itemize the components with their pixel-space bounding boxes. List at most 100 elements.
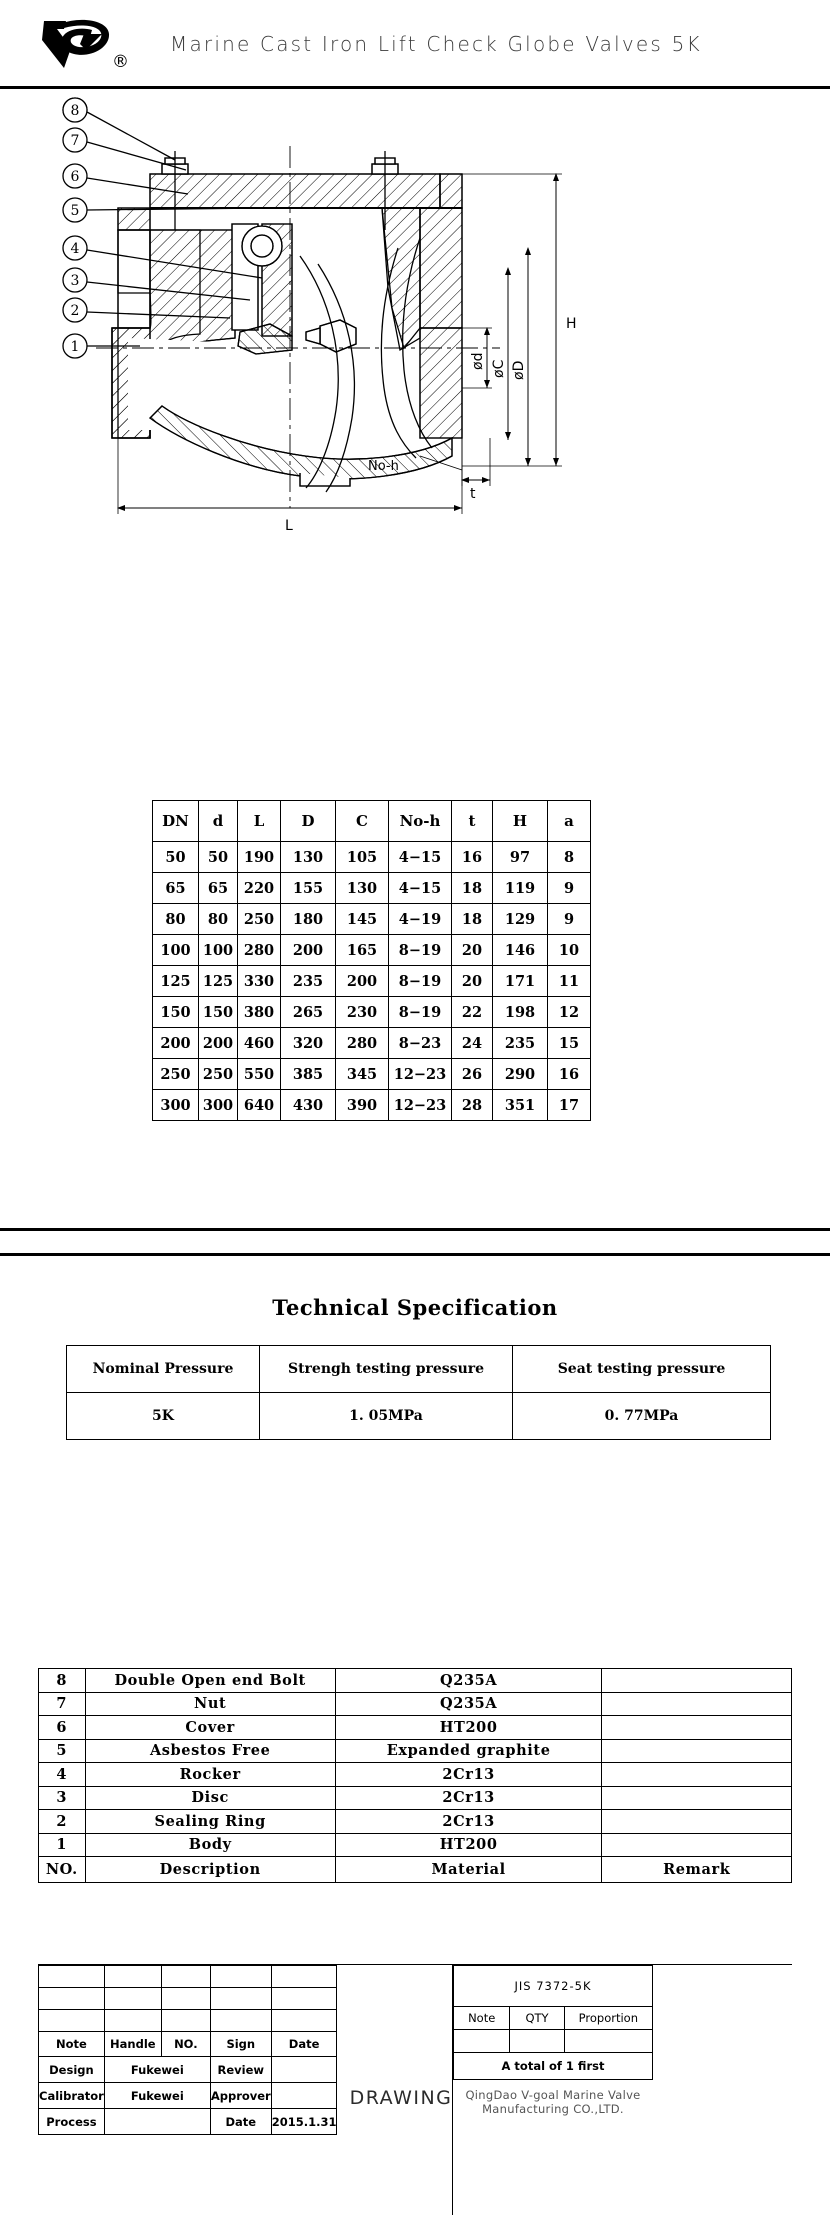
part-no: 3 [38, 1785, 86, 1810]
cell-c: 390 [335, 1089, 389, 1121]
cell-l: 250 [237, 903, 281, 935]
part-remark [601, 1832, 792, 1857]
balloon-5: 5 [71, 203, 80, 219]
table-row: 65 65 220 155 130 4−15 18 119 9 [152, 872, 591, 904]
part-no: 6 [38, 1715, 86, 1740]
right-header-qty: QTY [509, 2006, 565, 2030]
right-header-proportion: Proportion [563, 2006, 654, 2030]
col-header-material: Material [334, 1856, 603, 1883]
table-row: 8 Double Open end Bolt Q235A [38, 1668, 792, 1693]
table-row: 80 80 250 180 145 4−19 18 129 9 [152, 903, 591, 935]
col-header-remark: Remark [601, 1856, 792, 1883]
cell-d: 100 [198, 934, 238, 966]
balloon-1: 1 [71, 339, 80, 355]
cell-a: 12 [547, 996, 591, 1028]
rev-cell [160, 1965, 211, 1988]
part-description: Sealing Ring [84, 1809, 336, 1834]
table-row: 300 300 640 430 390 12−23 28 351 17 [152, 1089, 591, 1121]
label-calibrator: Calibrator [38, 2082, 105, 2109]
right-header-note: Note [452, 2006, 511, 2030]
total-row: A total of 1 first [453, 2052, 653, 2080]
cell-dn: 65 [152, 872, 199, 904]
part-no: 7 [38, 1691, 86, 1716]
table-row: 250 250 550 385 345 12−23 26 290 16 [152, 1058, 591, 1090]
part-remark [601, 1762, 792, 1787]
dim-label-t: t [470, 486, 476, 502]
company-line-2: Manufacturing CO.,LTD. [482, 2102, 624, 2116]
balloon-7: 7 [71, 133, 80, 149]
right-value-qty [509, 2029, 565, 2053]
table-row: 150 150 380 265 230 8−19 22 198 12 [152, 996, 591, 1028]
rev-cell [160, 2009, 211, 2032]
rev-cell [103, 2009, 162, 2032]
standard-info-table: JIS 7372-5K Note QTY Proportion A total … [452, 1965, 654, 2119]
col-header-t: t [451, 800, 493, 842]
value-process-name [103, 2108, 211, 2135]
title-block-top-line [38, 1964, 792, 1965]
part-remark [601, 1668, 792, 1693]
cell-noh: 4−19 [388, 903, 452, 935]
table-row: 125 125 330 235 200 8−19 20 171 11 [152, 965, 591, 997]
cell-c: 130 [335, 872, 389, 904]
dimension-table: DN d L D C No-h t H a 50 50 190 130 105 4−15 1… [152, 800, 591, 1121]
cell-h: 146 [492, 934, 548, 966]
part-remark [601, 1809, 792, 1834]
right-header-row: Note QTY Proportion [452, 2006, 654, 2030]
spec-value-seat-test: 0. 77MPa [512, 1392, 771, 1440]
value-date: 2015.1.31 [270, 2108, 338, 2135]
rev-header-no: NO. [160, 2031, 211, 2057]
dim-label-phi-D: øD [511, 361, 527, 380]
cell-dd: 265 [280, 996, 336, 1028]
cell-d: 300 [198, 1089, 238, 1121]
rev-header-note: Note [38, 2031, 105, 2057]
spec-value-nominal-pressure: 5K [66, 1392, 260, 1440]
cell-h: 171 [492, 965, 548, 997]
part-no: 1 [38, 1832, 86, 1857]
table-row: 4 Rocker 2Cr13 [38, 1762, 792, 1787]
cell-a: 9 [547, 903, 591, 935]
cell-dd: 130 [280, 841, 336, 873]
rev-cell [38, 2009, 105, 2032]
dim-label-L: L [285, 518, 293, 534]
parts-list-table: 8 Double Open end Bolt Q235A 7 Nut Q235A 6 Co… [38, 1668, 792, 1883]
company-logo-icon [40, 18, 112, 74]
table-row: 5 Asbestos Free Expanded graphite [38, 1738, 792, 1763]
spec-header-row: Nominal Pressure Strengh testing pressur… [66, 1345, 771, 1393]
balloon-6: 6 [71, 169, 80, 185]
cell-dd: 155 [280, 872, 336, 904]
table-row: 1 Body HT200 [38, 1832, 792, 1857]
part-description: Disc [84, 1785, 336, 1810]
rev-cell [209, 1987, 272, 2010]
rev-cell [38, 1965, 105, 1988]
part-description: Body [84, 1832, 336, 1857]
part-description: Double Open end Bolt [84, 1668, 336, 1693]
part-material: 2Cr13 [334, 1809, 603, 1834]
cell-dd: 180 [280, 903, 336, 935]
table-row: 50 50 190 130 105 4−15 16 97 8 [152, 841, 591, 873]
spec-value-row: 5K 1. 05MPa 0. 77MPa [66, 1392, 771, 1440]
dim-label-H: H [566, 316, 577, 332]
balloon-8: 8 [71, 103, 80, 119]
part-no: 5 [38, 1738, 86, 1763]
valve-section-drawing: 8 7 6 5 4 3 2 1 H ød øC øD No-h t L [0, 88, 830, 548]
cell-l: 190 [237, 841, 281, 873]
revision-and-roles-table: Note Handle NO. Sign Date Design Fukewei… [38, 1965, 338, 2135]
cell-l: 550 [237, 1058, 281, 1090]
label-review: Review [209, 2056, 272, 2083]
cell-a: 8 [547, 841, 591, 873]
col-header-h: H [492, 800, 548, 842]
spec-header-nominal-pressure: Nominal Pressure [66, 1345, 260, 1393]
cell-dd: 200 [280, 934, 336, 966]
cell-l: 380 [237, 996, 281, 1028]
part-material: Q235A [334, 1691, 603, 1716]
cell-l: 460 [237, 1027, 281, 1059]
part-remark [601, 1785, 792, 1810]
part-description: Rocker [84, 1762, 336, 1787]
cell-t: 18 [451, 903, 493, 935]
cell-dn: 200 [152, 1027, 199, 1059]
cell-noh: 4−15 [388, 841, 452, 873]
cell-dd: 430 [280, 1089, 336, 1121]
revision-blank-row [38, 2009, 338, 2032]
balloon-3: 3 [71, 273, 80, 289]
